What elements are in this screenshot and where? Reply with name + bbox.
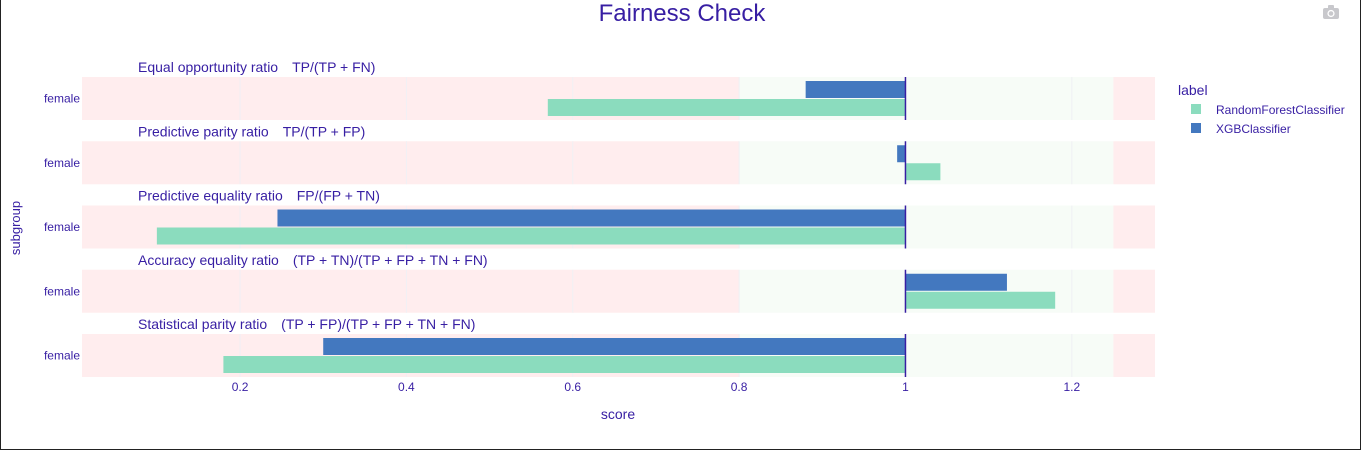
- subgroup-label: female: [44, 349, 80, 363]
- bar-xgbclassifier[interactable]: [323, 338, 906, 355]
- y-axis-label: subgroup: [8, 201, 23, 255]
- zones-layer: [82, 77, 1155, 377]
- panel-title: Accuracy equality ratio: [138, 252, 279, 268]
- unfair-zone-right: [1113, 141, 1155, 185]
- x-tick-label: 1.2: [1063, 380, 1080, 394]
- bar-randomforestclassifier[interactable]: [905, 291, 1056, 309]
- bar-randomforestclassifier[interactable]: [547, 99, 906, 116]
- panel-title: Statistical parity ratio: [138, 316, 267, 332]
- bar-randomforestclassifier[interactable]: [223, 356, 906, 373]
- x-tick-label: 1: [902, 380, 909, 394]
- x-tick-label: 0.8: [731, 380, 748, 394]
- labels-layer: Equal opportunity ratio TP/(TP + FN) femal…: [44, 59, 488, 363]
- chart-title: Fairness Check: [599, 0, 767, 27]
- panel-title: Predictive parity ratio: [138, 123, 269, 139]
- panel-formula: TP/(TP + FP): [283, 123, 366, 139]
- panel-title: Equal opportunity ratio: [138, 59, 278, 75]
- x-tick-label: 0.2: [232, 380, 249, 394]
- unfair-zone-left: [82, 269, 740, 313]
- panel-formula: (TP + FP)/(TP + FP + TN + FN): [281, 316, 475, 332]
- bar-xgbclassifier[interactable]: [277, 209, 906, 227]
- x-axis-label: score: [601, 406, 635, 422]
- legend-title: label: [1178, 82, 1208, 98]
- x-ticks-layer: 0.2 0.4 0.6 0.8 1 1.2: [232, 380, 1081, 394]
- x-tick-label: 0.4: [398, 380, 415, 394]
- panel-formula: (TP + TN)/(TP + FP + TN + FN): [293, 252, 488, 268]
- panel-formula: FP/(FP + TN): [297, 188, 380, 204]
- subgroup-label: female: [44, 220, 80, 234]
- subgroup-label: female: [44, 92, 80, 106]
- unfair-zone-right: [1113, 269, 1155, 313]
- x-tick-label: 0.6: [564, 380, 581, 394]
- bars-layer: [156, 81, 1056, 373]
- legend-label-xgb[interactable]: XGBClassifier: [1216, 122, 1291, 136]
- legend-label-randomforest[interactable]: RandomForestClassifier: [1216, 103, 1345, 117]
- legend: label RandomForestClassifier XGBClassifi…: [1178, 82, 1345, 136]
- unfair-zone-left: [82, 141, 740, 185]
- unfair-zone-right: [1113, 205, 1155, 249]
- bar-randomforestclassifier[interactable]: [905, 163, 941, 181]
- bar-xgbclassifier[interactable]: [805, 81, 906, 98]
- legend-swatch-randomforest[interactable]: [1191, 104, 1201, 114]
- bar-xgbclassifier[interactable]: [905, 273, 1007, 291]
- bar-xgbclassifier[interactable]: [897, 145, 906, 163]
- unfair-zone-right: [1113, 77, 1155, 120]
- subgroup-label: female: [44, 284, 80, 298]
- panel-title: Predictive equality ratio: [138, 188, 283, 204]
- panel-formula: TP/(TP + FN): [292, 59, 375, 75]
- subgroup-label: female: [44, 156, 80, 170]
- bar-randomforestclassifier[interactable]: [156, 227, 906, 245]
- legend-swatch-xgb[interactable]: [1191, 123, 1201, 133]
- camera-icon[interactable]: [1322, 4, 1340, 20]
- unfair-zone-right: [1113, 334, 1155, 377]
